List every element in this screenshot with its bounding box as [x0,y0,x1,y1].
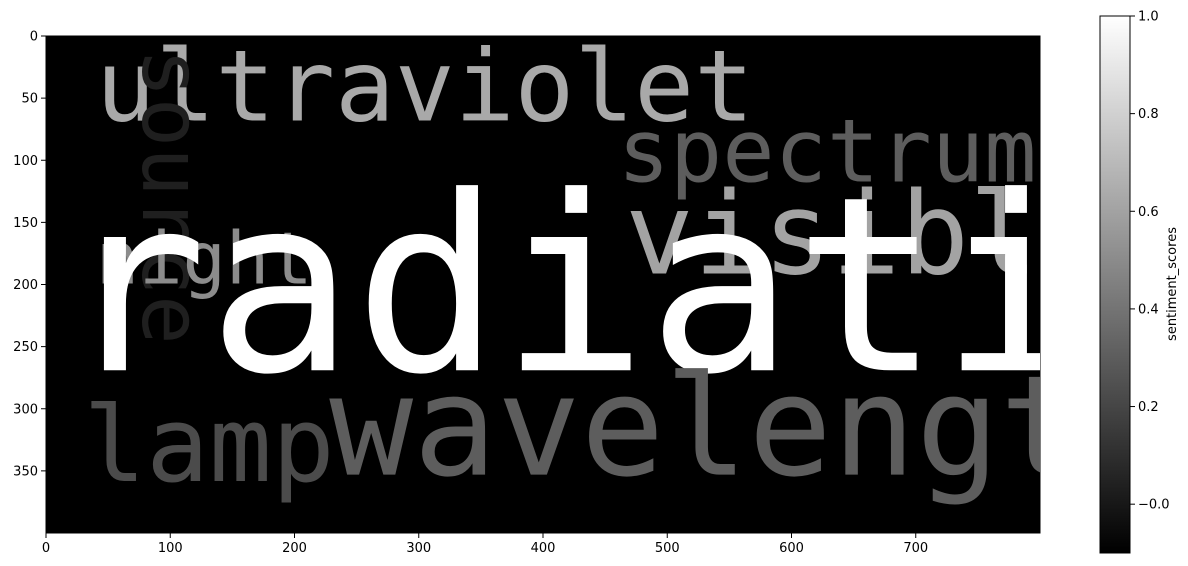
x-tick: 400 [531,533,556,556]
colorbar-tick-label: 0.6 [1138,205,1159,220]
y-tick: 250 [13,340,46,355]
word-visible: visible [625,167,1107,300]
colorbar-tick-label: 1.0 [1138,10,1159,25]
y-tick-label: 200 [13,278,38,293]
y-tick: 350 [13,464,46,479]
x-tick-label: 200 [282,541,307,556]
x-axis: 0 100 200 300 400 500 600 700 [42,533,928,556]
x-tick: 500 [655,533,680,556]
y-tick: 0 [30,30,46,45]
x-tick: 100 [158,533,183,556]
colorbar-tick: −0.0 [1130,498,1170,513]
y-tick: 150 [13,216,46,231]
y-tick: 200 [13,278,46,293]
colorbar-tick: 1.0 [1130,10,1159,25]
y-tick-label: 50 [21,92,38,107]
colorbar-label: sentiment_scores [1165,227,1180,341]
x-tick-label: 400 [531,541,556,556]
colorbar-tick-label: −0.0 [1138,498,1170,513]
x-tick: 200 [282,533,307,556]
x-tick-label: 700 [903,541,928,556]
x-tick-label: 600 [779,541,804,556]
colorbar-tick: 0.4 [1130,302,1159,317]
word-ultraviolet: ultraviolet [96,30,754,145]
colorbar-axis: −0.0 0.2 0.4 0.6 0.8 1.0 [1130,10,1170,513]
y-tick-label: 300 [13,402,38,417]
y-tick: 50 [21,92,46,107]
y-axis: 0 50 100 150 200 250 300 350 [13,30,46,479]
word-spectrum: spectrum [618,100,1037,202]
x-tick: 700 [903,533,928,556]
word-radiation: radiation [61,145,1188,428]
colorbar-tick-label: 0.2 [1138,400,1159,415]
x-tick-label: 500 [655,541,680,556]
word-night: night [96,217,313,301]
colorbar-tick-label: 0.8 [1138,107,1159,122]
x-tick: 0 [42,533,50,556]
colorbar-tick-label: 0.4 [1138,302,1159,317]
word-lamp: lamp [83,384,334,506]
x-tick: 300 [406,533,431,556]
y-tick-label: 250 [13,340,38,355]
y-tick-label: 0 [30,30,38,45]
x-tick-label: 100 [158,541,183,556]
word-source: source [123,48,218,344]
y-tick-label: 100 [13,154,38,169]
image-area [45,35,1041,534]
colorbar [1099,15,1131,554]
y-tick: 100 [13,154,46,169]
x-tick-label: 0 [42,541,50,556]
x-tick-label: 300 [406,541,431,556]
y-tick-label: 150 [13,216,38,231]
y-tick: 300 [13,402,46,417]
y-tick-label: 350 [13,464,38,479]
colorbar-tick: 0.6 [1130,205,1159,220]
x-tick: 600 [779,533,804,556]
word-wavelength: wavelength [329,346,1167,508]
colorbar-tick: 0.2 [1130,400,1159,415]
colorbar-tick: 0.8 [1130,107,1159,122]
